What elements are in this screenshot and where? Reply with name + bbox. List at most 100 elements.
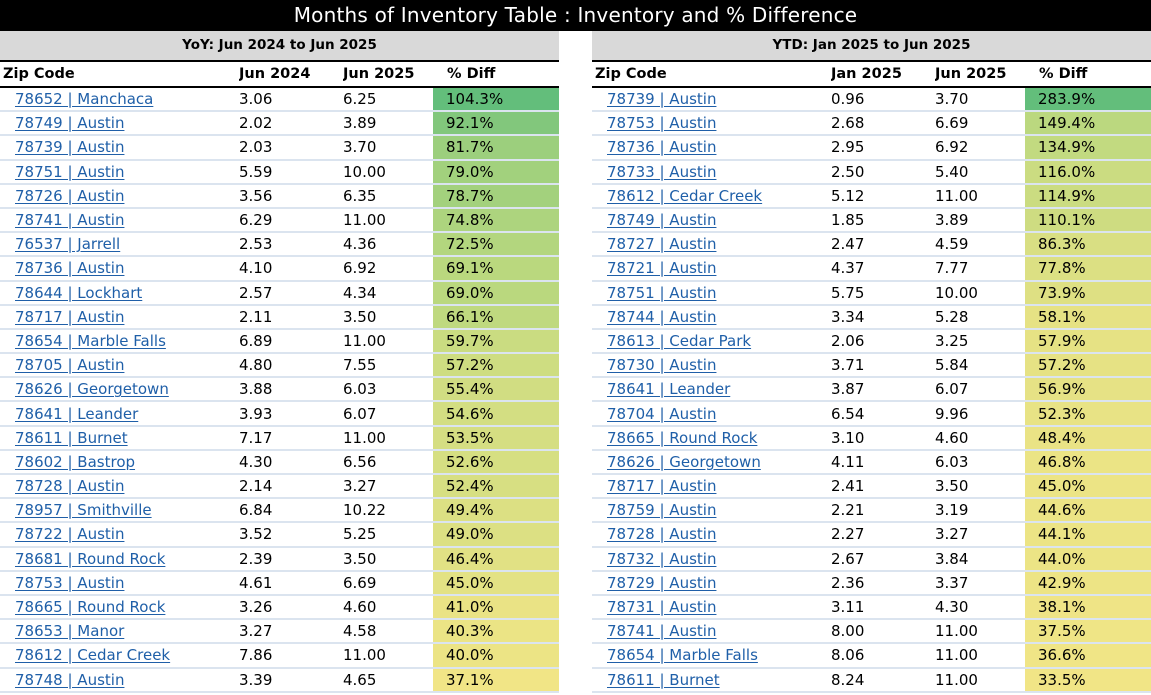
zip-code-link[interactable]: 78611 | Burnet: [607, 670, 720, 689]
zip-code-link[interactable]: 78730 | Austin: [607, 356, 717, 375]
yoy-table-body: 78652 | Manchaca 3.06 6.25 104.3% 78749 | Au…: [0, 87, 559, 693]
table-row: 78653 | Manor 3.27 4.58 40.3%: [0, 619, 559, 645]
zip-code-link[interactable]: 78751 | Austin: [607, 283, 717, 302]
start-value-cell: 2.68: [831, 111, 935, 137]
table-row: 78717 | Austin 2.41 3.50 45.0%: [592, 474, 1151, 500]
table-row: 78626 | Georgetown 4.11 6.03 46.8%: [592, 449, 1151, 476]
end-value-cell: 3.27: [935, 522, 1025, 548]
table-row: 78730 | Austin 3.71 5.84 57.2%: [592, 353, 1151, 379]
zip-code-link[interactable]: 78705 | Austin: [15, 356, 125, 375]
end-value-cell: 6.92: [935, 135, 1025, 161]
start-value-cell: 3.11: [831, 594, 935, 621]
zip-code-link[interactable]: 78759 | Austin: [607, 501, 717, 520]
zip-code-link[interactable]: 76537 | Jarrell: [15, 235, 121, 254]
table-row: 78717 | Austin 2.11 3.50 66.1%: [0, 304, 559, 330]
pct-diff-cell: 73.9%: [1025, 280, 1151, 306]
pct-diff-cell: 40.0%: [433, 643, 559, 669]
zip-code-cell: 78612 | Cedar Creek: [0, 643, 239, 669]
zip-code-cell: 78730 | Austin: [592, 353, 831, 379]
zip-code-link[interactable]: 78653 | Manor: [15, 622, 125, 641]
zip-code-link[interactable]: 78749 | Austin: [607, 211, 717, 230]
zip-code-cell: 78613 | Cedar Park: [592, 328, 831, 355]
end-value-cell: 11.00: [935, 183, 1025, 209]
zip-code-link[interactable]: 78733 | Austin: [607, 162, 717, 181]
zip-code-link[interactable]: 78739 | Austin: [607, 90, 717, 109]
zip-code-link[interactable]: 78654 | Marble Falls: [15, 331, 166, 350]
zip-code-link[interactable]: 78727 | Austin: [607, 235, 717, 254]
zip-code-link[interactable]: 78717 | Austin: [607, 477, 717, 496]
zip-code-link[interactable]: 78665 | Round Rock: [15, 598, 166, 617]
start-value-cell: 2.67: [831, 546, 935, 572]
table-row: 76537 | Jarrell 2.53 4.36 72.5%: [0, 232, 559, 258]
zip-code-link[interactable]: 78611 | Burnet: [15, 428, 128, 447]
zip-code-link[interactable]: 78748 | Austin: [15, 670, 125, 689]
zip-code-link[interactable]: 78681 | Round Rock: [15, 549, 166, 568]
pct-diff-cell: 48.4%: [1025, 425, 1151, 451]
start-value-cell: 2.36: [831, 570, 935, 596]
zip-code-link[interactable]: 78612 | Cedar Creek: [15, 646, 171, 665]
zip-code-link[interactable]: 78741 | Austin: [15, 211, 125, 230]
zip-code-link[interactable]: 78753 | Austin: [15, 573, 125, 592]
zip-code-link[interactable]: 78665 | Round Rock: [607, 428, 758, 447]
zip-code-link[interactable]: 78741 | Austin: [607, 622, 717, 641]
zip-code-link[interactable]: 78753 | Austin: [607, 114, 717, 133]
column-header-zip-code: Zip Code: [0, 62, 239, 88]
zip-code-link[interactable]: 78704 | Austin: [607, 404, 717, 423]
end-value-cell: 11.00: [935, 619, 1025, 645]
zip-code-link[interactable]: 78613 | Cedar Park: [607, 331, 752, 350]
zip-code-link[interactable]: 78744 | Austin: [607, 307, 717, 326]
start-value-cell: 2.11: [239, 304, 343, 330]
zip-code-cell: 78611 | Burnet: [592, 667, 831, 693]
zip-code-link[interactable]: 78641 | Leander: [15, 404, 139, 423]
zip-code-link[interactable]: 78644 | Lockhart: [15, 283, 143, 302]
zip-code-link[interactable]: 78654 | Marble Falls: [607, 646, 758, 665]
zip-code-link[interactable]: 78957 | Smithville: [15, 501, 152, 520]
pct-diff-cell: 45.0%: [433, 570, 559, 596]
zip-code-link[interactable]: 78751 | Austin: [15, 162, 125, 181]
pct-diff-cell: 66.1%: [433, 304, 559, 330]
table-row: 78729 | Austin 2.36 3.37 42.9%: [592, 570, 1151, 596]
table-row: 78736 | Austin 2.95 6.92 134.9%: [592, 135, 1151, 161]
zip-code-link[interactable]: 78729 | Austin: [607, 573, 717, 592]
zip-code-link[interactable]: 78726 | Austin: [15, 186, 125, 205]
zip-code-link[interactable]: 78749 | Austin: [15, 114, 125, 133]
zip-code-link[interactable]: 78721 | Austin: [607, 259, 717, 278]
zip-code-link[interactable]: 78732 | Austin: [607, 549, 717, 568]
start-value-cell: 3.26: [239, 594, 343, 621]
zip-code-link[interactable]: 78728 | Austin: [607, 525, 717, 544]
zip-code-link[interactable]: 78626 | Georgetown: [607, 452, 761, 471]
table-row: 78728 | Austin 2.14 3.27 52.4%: [0, 474, 559, 500]
zip-code-link[interactable]: 78739 | Austin: [15, 138, 125, 157]
zip-code-cell: 78717 | Austin: [592, 474, 831, 500]
zip-code-link[interactable]: 78612 | Cedar Creek: [607, 186, 763, 205]
zip-code-link[interactable]: 78641 | Leander: [607, 380, 731, 399]
pct-diff-cell: 134.9%: [1025, 135, 1151, 161]
table-row: 78732 | Austin 2.67 3.84 44.0%: [592, 546, 1151, 572]
zip-code-cell: 78626 | Georgetown: [592, 449, 831, 476]
zip-code-link[interactable]: 78626 | Georgetown: [15, 380, 169, 399]
start-value-cell: 7.86: [239, 643, 343, 669]
zip-code-link[interactable]: 78736 | Austin: [607, 138, 717, 157]
zip-code-link[interactable]: 78602 | Bastrop: [15, 452, 136, 471]
start-value-cell: 5.75: [831, 280, 935, 306]
column-header-pct-diff: % Diff: [1025, 62, 1151, 88]
zip-code-link[interactable]: 78722 | Austin: [15, 525, 125, 544]
end-value-cell: 6.92: [343, 256, 433, 282]
zip-code-link[interactable]: 78717 | Austin: [15, 307, 125, 326]
pct-diff-cell: 52.4%: [433, 474, 559, 500]
zip-code-link[interactable]: 78736 | Austin: [15, 259, 125, 278]
table-row: 78753 | Austin 2.68 6.69 149.4%: [592, 111, 1151, 137]
end-value-cell: 6.07: [935, 377, 1025, 403]
zip-code-link[interactable]: 78731 | Austin: [607, 598, 717, 617]
end-value-cell: 3.70: [935, 87, 1025, 113]
zip-code-link[interactable]: 78728 | Austin: [15, 477, 125, 496]
zip-code-cell: 78729 | Austin: [592, 570, 831, 596]
start-value-cell: 4.30: [239, 449, 343, 476]
table-row: 78744 | Austin 3.34 5.28 58.1%: [592, 304, 1151, 330]
table-row: 78726 | Austin 3.56 6.35 78.7%: [0, 183, 559, 209]
pct-diff-cell: 69.0%: [433, 280, 559, 306]
pct-diff-cell: 116.0%: [1025, 159, 1151, 185]
pct-diff-cell: 55.4%: [433, 377, 559, 403]
zip-code-link[interactable]: 78652 | Manchaca: [15, 90, 154, 109]
table-row: 78681 | Round Rock 2.39 3.50 46.4%: [0, 546, 559, 572]
